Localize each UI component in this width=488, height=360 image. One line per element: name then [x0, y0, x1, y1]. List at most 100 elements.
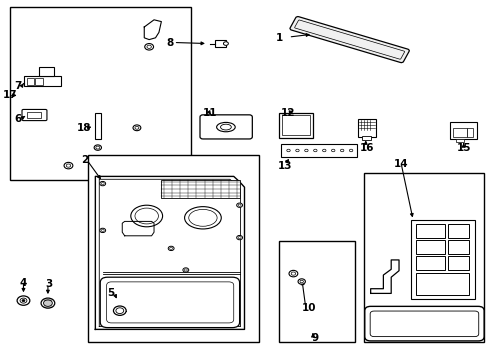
Text: 9: 9: [311, 333, 319, 343]
Bar: [27, 112, 41, 118]
Text: 4: 4: [20, 278, 27, 288]
Text: 7: 7: [15, 81, 22, 91]
Ellipse shape: [113, 306, 126, 315]
Bar: [455, 139, 463, 142]
Bar: [358, 119, 375, 137]
Ellipse shape: [331, 149, 334, 152]
Ellipse shape: [17, 296, 30, 305]
Ellipse shape: [133, 125, 141, 131]
Text: 2: 2: [81, 155, 88, 165]
Bar: [415, 273, 468, 295]
Bar: [35, 78, 42, 85]
Ellipse shape: [22, 300, 25, 302]
Ellipse shape: [322, 149, 325, 152]
Bar: [447, 256, 468, 270]
Bar: [415, 224, 444, 238]
Ellipse shape: [64, 162, 73, 169]
FancyBboxPatch shape: [100, 277, 239, 328]
Text: 6: 6: [15, 114, 22, 124]
Polygon shape: [144, 20, 161, 40]
Ellipse shape: [131, 205, 162, 227]
FancyBboxPatch shape: [294, 20, 404, 59]
Ellipse shape: [236, 203, 242, 207]
Ellipse shape: [313, 149, 316, 152]
FancyBboxPatch shape: [364, 306, 483, 341]
Text: 10: 10: [302, 303, 316, 313]
Ellipse shape: [146, 45, 151, 49]
Bar: [161, 180, 239, 198]
Bar: [410, 220, 474, 299]
Ellipse shape: [41, 298, 55, 308]
Bar: [415, 240, 444, 254]
Ellipse shape: [295, 149, 299, 152]
Ellipse shape: [94, 145, 102, 150]
Ellipse shape: [183, 268, 188, 272]
Ellipse shape: [288, 270, 297, 277]
Text: 1: 1: [276, 33, 283, 43]
Ellipse shape: [116, 308, 123, 314]
Text: 11: 11: [203, 108, 217, 118]
Bar: [415, 256, 444, 270]
Ellipse shape: [291, 272, 295, 275]
Ellipse shape: [299, 280, 303, 283]
Text: 8: 8: [166, 38, 173, 48]
Bar: [447, 224, 468, 238]
FancyBboxPatch shape: [289, 17, 408, 63]
Ellipse shape: [304, 149, 307, 152]
Bar: [278, 113, 312, 138]
Text: 14: 14: [393, 159, 407, 169]
Bar: [24, 76, 61, 86]
Ellipse shape: [238, 237, 241, 239]
Bar: [278, 241, 354, 342]
Text: 18: 18: [77, 123, 92, 133]
Ellipse shape: [184, 269, 187, 271]
Ellipse shape: [43, 300, 52, 306]
Ellipse shape: [184, 207, 221, 229]
Bar: [282, 115, 309, 135]
Ellipse shape: [96, 146, 100, 149]
Bar: [466, 128, 472, 137]
Bar: [449, 122, 476, 139]
Ellipse shape: [144, 44, 153, 50]
Text: 12: 12: [281, 108, 295, 118]
Bar: [27, 78, 34, 85]
Ellipse shape: [348, 149, 352, 152]
Ellipse shape: [188, 209, 217, 226]
Bar: [95, 113, 101, 139]
Bar: [39, 67, 54, 76]
Ellipse shape: [135, 208, 158, 224]
Text: 3: 3: [45, 279, 52, 289]
Text: 16: 16: [359, 143, 373, 153]
Bar: [447, 240, 468, 254]
Ellipse shape: [340, 149, 343, 152]
Ellipse shape: [223, 42, 228, 45]
Text: 17: 17: [2, 90, 17, 100]
FancyBboxPatch shape: [369, 311, 478, 337]
Bar: [88, 155, 259, 342]
Bar: [361, 136, 370, 140]
Ellipse shape: [220, 124, 231, 130]
Ellipse shape: [66, 164, 71, 167]
Ellipse shape: [286, 149, 289, 152]
Ellipse shape: [135, 126, 139, 129]
Ellipse shape: [20, 298, 27, 303]
Ellipse shape: [168, 246, 174, 251]
Ellipse shape: [238, 204, 241, 206]
Text: 5: 5: [107, 288, 115, 298]
FancyBboxPatch shape: [22, 109, 47, 121]
Bar: [364, 173, 483, 342]
Ellipse shape: [101, 183, 104, 185]
Text: 13: 13: [277, 161, 292, 171]
Polygon shape: [370, 260, 398, 293]
Ellipse shape: [101, 229, 104, 231]
Ellipse shape: [169, 247, 172, 249]
Ellipse shape: [100, 228, 105, 233]
Ellipse shape: [100, 181, 105, 186]
Ellipse shape: [297, 279, 305, 284]
Bar: [281, 144, 356, 157]
Text: 15: 15: [456, 143, 471, 153]
Ellipse shape: [236, 235, 242, 240]
Bar: [215, 40, 225, 47]
Bar: [452, 128, 466, 137]
FancyBboxPatch shape: [200, 115, 252, 139]
